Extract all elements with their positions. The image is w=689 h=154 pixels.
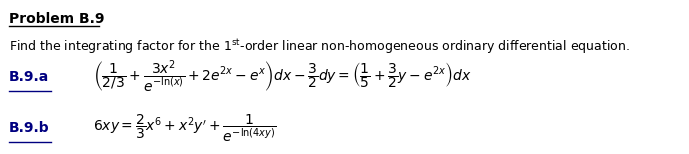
- Text: $\left(\dfrac{1}{2/3}+\dfrac{3x^2}{e^{-\ln(x)}}+ 2e^{2x} - e^{x}\right)dx - \dfr: $\left(\dfrac{1}{2/3}+\dfrac{3x^2}{e^{-\…: [93, 59, 472, 95]
- Text: B.9.b: B.9.b: [8, 121, 49, 135]
- Text: Find the integrating factor for the 1$^{\mathrm{st}}$-order linear non-homogeneo: Find the integrating factor for the 1$^{…: [8, 38, 629, 56]
- Text: $6xy = \dfrac{2}{3}x^6 + x^2y' + \dfrac{1}{e^{-\ln(4xy)}}$: $6xy = \dfrac{2}{3}x^6 + x^2y' + \dfrac{…: [93, 113, 277, 144]
- Text: Problem B.9: Problem B.9: [8, 12, 104, 26]
- Text: B.9.a: B.9.a: [8, 70, 49, 84]
